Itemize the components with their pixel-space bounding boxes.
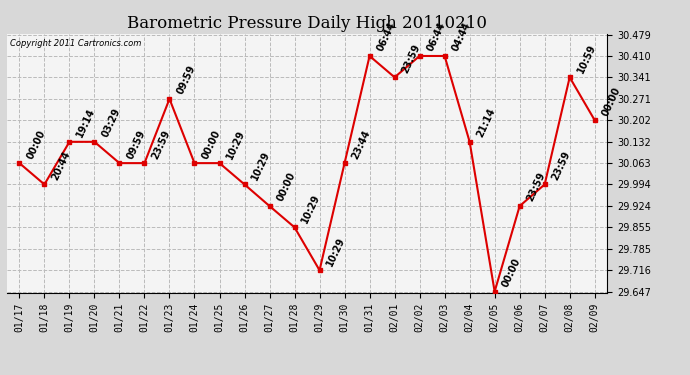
Text: 10:29: 10:29: [250, 149, 273, 182]
Text: 10:29: 10:29: [300, 192, 322, 225]
Text: 19:14: 19:14: [75, 107, 97, 139]
Text: 10:59: 10:59: [575, 42, 598, 75]
Text: Copyright 2011 Cartronics.com: Copyright 2011 Cartronics.com: [10, 39, 141, 48]
Text: 23:59: 23:59: [400, 42, 422, 75]
Text: 09:59: 09:59: [125, 128, 147, 160]
Text: 06:44: 06:44: [375, 21, 397, 53]
Text: 23:59: 23:59: [550, 149, 573, 182]
Text: 10:29: 10:29: [225, 128, 247, 160]
Text: 09:59: 09:59: [175, 64, 197, 96]
Text: 23:59: 23:59: [525, 171, 547, 203]
Text: 03:29: 03:29: [100, 107, 122, 139]
Text: 20:44: 20:44: [50, 149, 72, 182]
Text: 00:00: 00:00: [500, 256, 522, 289]
Text: 00:00: 00:00: [25, 128, 47, 160]
Text: 10:29: 10:29: [325, 235, 347, 267]
Text: 00:00: 00:00: [275, 171, 297, 203]
Text: 23:44: 23:44: [350, 128, 373, 160]
Title: Barometric Pressure Daily High 20110210: Barometric Pressure Daily High 20110210: [127, 15, 487, 32]
Text: 06:44: 06:44: [425, 21, 447, 53]
Text: 04:44: 04:44: [450, 21, 473, 53]
Text: 21:14: 21:14: [475, 107, 497, 139]
Text: 23:59: 23:59: [150, 128, 172, 160]
Text: 00:00: 00:00: [200, 128, 222, 160]
Text: 00:00: 00:00: [600, 85, 622, 117]
